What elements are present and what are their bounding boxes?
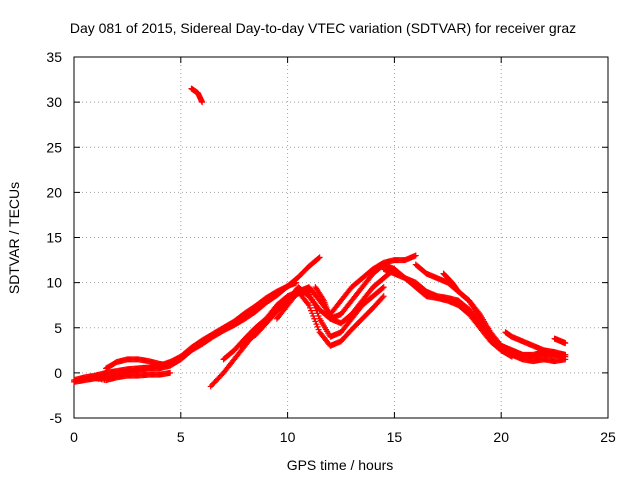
data-point <box>379 294 386 301</box>
series-arc-14 <box>502 329 569 358</box>
data-point <box>320 296 327 303</box>
data-point <box>310 313 317 320</box>
x-tick-label: 15 <box>387 429 403 445</box>
y-tick-label: 35 <box>46 49 62 65</box>
data-point <box>311 315 318 322</box>
data-points <box>71 85 569 390</box>
data-point <box>305 302 312 309</box>
data-point <box>412 252 419 259</box>
y-axis-label: SDTVAR / TECUs <box>6 182 22 294</box>
data-point <box>316 254 323 261</box>
y-tick-label: 15 <box>46 230 62 246</box>
x-tick-label: 20 <box>493 429 509 445</box>
data-point <box>508 353 515 360</box>
data-point <box>314 323 321 330</box>
data-point <box>562 340 569 347</box>
y-tick-label: -5 <box>50 410 63 426</box>
series-arc-5 <box>188 85 206 106</box>
data-point <box>309 310 316 317</box>
axes: 0 5 10 15 20 25 -5 0 5 10 15 20 25 30 35 <box>46 49 616 445</box>
y-tick-label: 0 <box>54 365 62 381</box>
y-tick-label: 30 <box>46 94 62 110</box>
data-point <box>313 321 320 328</box>
y-tick-label: 25 <box>46 139 62 155</box>
chart-title: Day 081 of 2015, Sidereal Day-to-day VTE… <box>70 20 576 36</box>
data-point <box>167 369 174 376</box>
series-arc-13 <box>440 270 515 360</box>
data-point <box>304 300 311 307</box>
x-tick-label: 0 <box>70 429 78 445</box>
data-point <box>312 318 319 325</box>
data-point <box>380 293 387 300</box>
data-point <box>307 304 314 311</box>
data-point <box>380 284 387 291</box>
series-arc-3 <box>103 356 174 372</box>
data-point <box>315 255 322 262</box>
data-point <box>308 307 315 314</box>
y-tick-label: 5 <box>54 320 62 336</box>
data-point <box>507 352 514 359</box>
data-point <box>199 99 206 106</box>
data-point <box>315 326 322 333</box>
series-arc-12 <box>412 261 569 360</box>
y-tick-label: 10 <box>46 275 62 291</box>
x-axis-label: GPS time / hours <box>287 457 394 473</box>
x-tick-label: 5 <box>177 429 185 445</box>
y-tick-label: 20 <box>46 184 62 200</box>
series-arc-15 <box>551 335 569 347</box>
series-arc-6 <box>207 288 387 390</box>
data-point <box>314 310 321 317</box>
x-tick-label: 25 <box>600 429 616 445</box>
x-tick-label: 10 <box>280 429 296 445</box>
data-point <box>167 362 174 369</box>
data-point <box>562 351 569 358</box>
data-point <box>379 285 386 292</box>
data-point <box>315 313 322 320</box>
series-arc-4 <box>88 369 174 384</box>
